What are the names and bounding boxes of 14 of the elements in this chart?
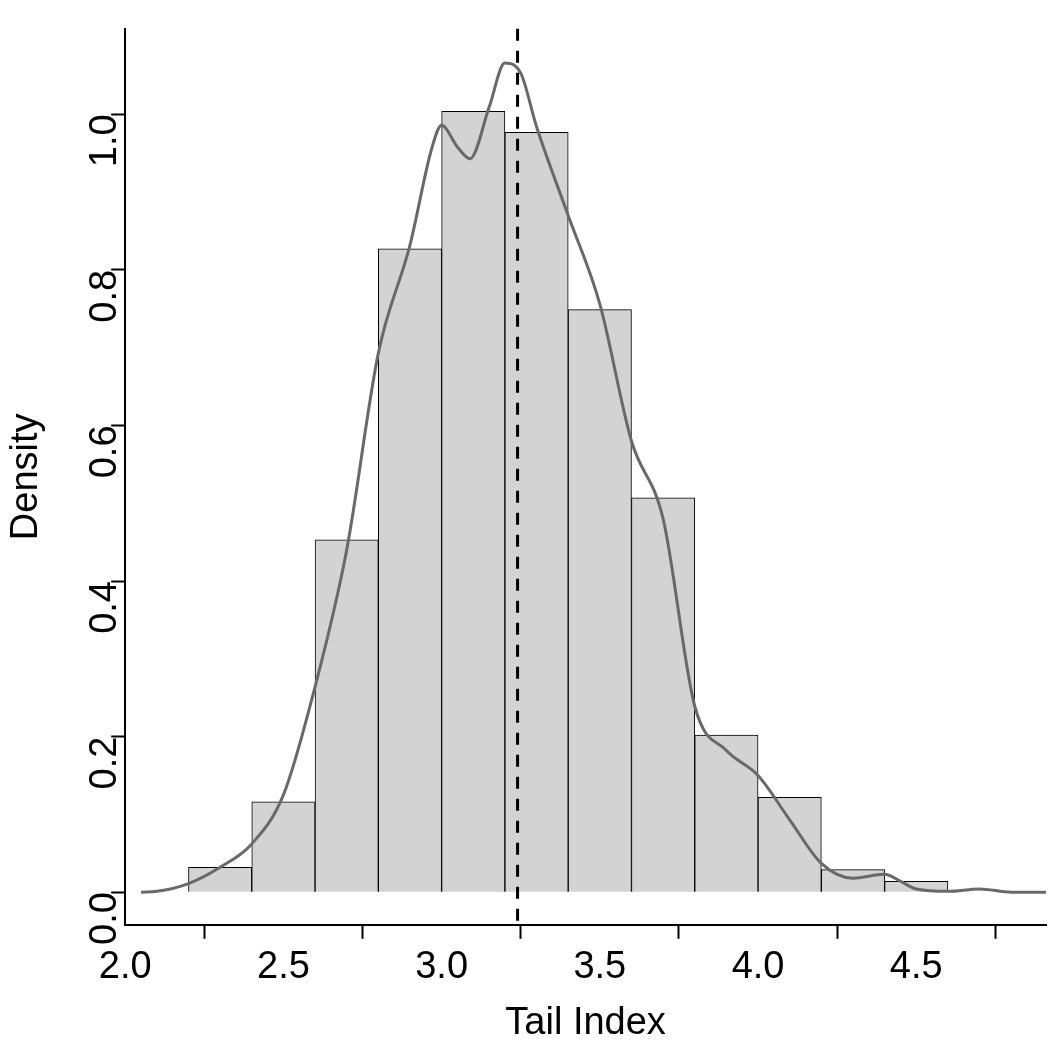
x-tick-label: 3.5 — [573, 944, 627, 987]
y-tick-label: 0.0 — [81, 892, 124, 945]
y-tick-label: 1.0 — [81, 114, 124, 168]
y-tick-label: 0.4 — [81, 581, 124, 634]
x-tick-label: 3.0 — [415, 944, 469, 987]
y-tick-label: 0.8 — [81, 269, 124, 323]
y-axis-title: Density — [3, 413, 46, 541]
x-tick-label: 4.5 — [889, 944, 943, 987]
y-tick-label: 0.2 — [81, 736, 124, 790]
x-tick-label: 2.0 — [98, 944, 152, 987]
x-tick-label: 2.5 — [257, 944, 310, 987]
y-tick-label: 0.6 — [81, 425, 124, 479]
x-tick-label: 4.0 — [731, 944, 785, 987]
x-axis-title: Tail Index — [505, 999, 666, 1042]
